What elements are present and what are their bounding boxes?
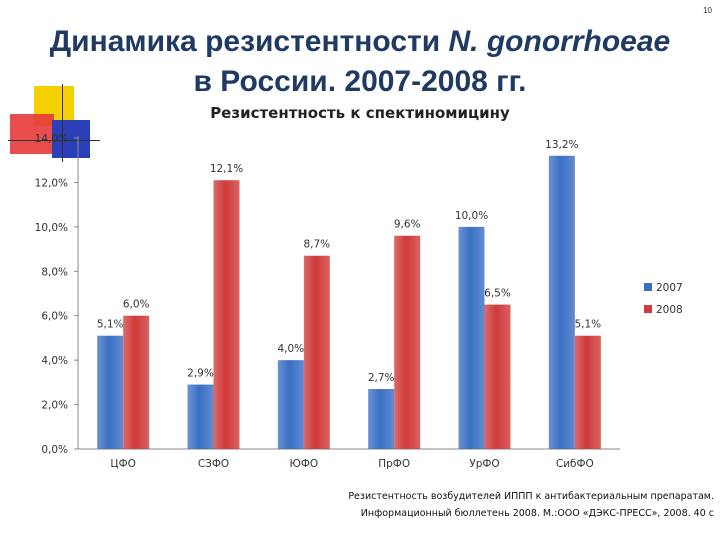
x-tick-label: УрФО bbox=[469, 458, 499, 470]
deco-blue-square bbox=[52, 120, 90, 158]
data-label: 2,9% bbox=[187, 368, 214, 380]
data-label: 8,7% bbox=[303, 239, 330, 251]
y-tick-label: 14,0% bbox=[35, 133, 68, 145]
bar-2007 bbox=[548, 155, 575, 449]
title-prefix: Динамика резистентности bbox=[49, 25, 449, 58]
y-tick-label: 8,0% bbox=[41, 266, 68, 278]
x-tick-label: ЦФО bbox=[110, 458, 135, 470]
y-tick-label: 10,0% bbox=[35, 222, 68, 234]
bar-2007 bbox=[277, 360, 304, 449]
bar-2008 bbox=[123, 315, 150, 449]
bar-2007 bbox=[97, 335, 124, 449]
data-label: 10,0% bbox=[455, 210, 488, 222]
legend-label: 2007 bbox=[656, 282, 683, 294]
data-label: 5,1% bbox=[97, 319, 124, 331]
title-line-1: Динамика резистентности N. gonorrhoeae bbox=[0, 22, 720, 62]
data-label: 9,6% bbox=[394, 219, 421, 231]
y-tick-label: 2,0% bbox=[41, 400, 68, 412]
bar-2007 bbox=[187, 384, 214, 449]
source-line-2: Информационный бюллетень 2008. М.:ООО «Д… bbox=[360, 508, 714, 519]
chart-title: Резистентность к спектиномицину bbox=[210, 104, 510, 122]
data-label: 13,2% bbox=[545, 139, 578, 151]
page-title: Динамика резистентности N. gonorrhoeae в… bbox=[0, 22, 720, 102]
y-tick-label: 4,0% bbox=[41, 355, 68, 367]
x-tick-label: СЗФО bbox=[198, 458, 229, 470]
data-label: 6,5% bbox=[484, 288, 511, 300]
bar-2008 bbox=[574, 335, 601, 449]
bar-2007 bbox=[458, 226, 485, 449]
y-tick-label: 6,0% bbox=[41, 311, 68, 323]
source-line-1: Резистентность возбудителей ИППП к антиб… bbox=[348, 491, 714, 502]
data-label: 6,0% bbox=[123, 299, 150, 311]
source-citation: Резистентность возбудителей ИППП к антиб… bbox=[348, 488, 714, 522]
data-label: 12,1% bbox=[210, 163, 243, 175]
deco-horizontal-line bbox=[8, 140, 100, 141]
bar-2008 bbox=[213, 180, 240, 449]
bar-2008 bbox=[394, 235, 421, 449]
x-tick-label: ЮФО bbox=[290, 458, 319, 470]
legend-swatch bbox=[644, 283, 652, 291]
deco-vertical-line bbox=[62, 84, 63, 162]
legend-swatch bbox=[644, 305, 652, 313]
title-organism: N. gonorrhoeae bbox=[448, 25, 671, 58]
y-tick-label: 0,0% bbox=[41, 444, 68, 456]
data-label: 2,7% bbox=[368, 372, 395, 384]
bar-2007 bbox=[368, 389, 395, 449]
title-line-2: в России. 2007-2008 гг. bbox=[193, 65, 527, 98]
data-label: 4,0% bbox=[277, 343, 304, 355]
deco-red-square bbox=[10, 114, 54, 154]
x-tick-label: ПрФО bbox=[378, 458, 410, 470]
data-label: 5,1% bbox=[574, 319, 601, 331]
bar-2008 bbox=[484, 304, 511, 449]
bar-2008 bbox=[303, 255, 330, 449]
legend-label: 2008 bbox=[656, 304, 683, 316]
y-tick-label: 12,0% bbox=[35, 177, 68, 189]
slide-number: 10 bbox=[703, 6, 712, 15]
x-tick-label: СибФО bbox=[556, 458, 594, 470]
